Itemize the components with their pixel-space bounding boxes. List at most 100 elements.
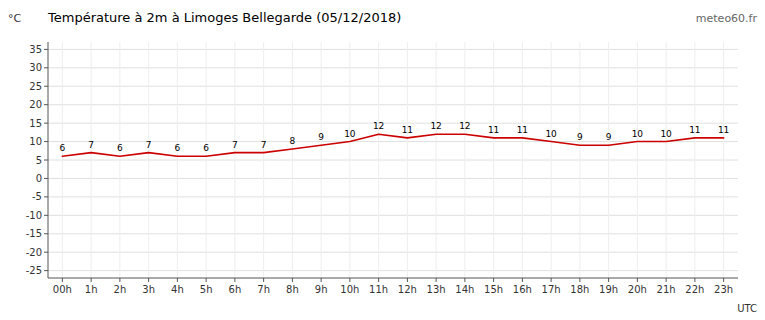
x-tick <box>349 278 350 282</box>
y-tick <box>44 215 48 216</box>
y-grid-line <box>48 252 738 253</box>
x-grid-line <box>321 42 322 278</box>
y-tick <box>44 252 48 253</box>
y-grid-line <box>48 49 738 50</box>
x-tick-label: 7h <box>257 284 270 295</box>
x-tick-label: 23h <box>714 284 733 295</box>
x-grid-line <box>177 42 178 278</box>
data-label: 10 <box>545 129 557 139</box>
data-label: 9 <box>606 132 612 142</box>
x-tick <box>119 278 120 282</box>
x-tick-label: 14h <box>455 284 474 295</box>
data-label: 12 <box>430 121 441 131</box>
title: Température à 2m à Limoges Bellegarde (0… <box>47 10 401 25</box>
watermark: meteo60.fr <box>696 12 758 25</box>
y-tick <box>44 160 48 161</box>
data-label: 6 <box>203 143 209 153</box>
data-label: 7 <box>232 140 238 150</box>
x-tick-label: 1h <box>85 284 98 295</box>
x-grid-line <box>349 42 350 278</box>
x-tick-label: 18h <box>570 284 589 295</box>
x-grid-line <box>493 42 494 278</box>
data-label: 6 <box>117 143 123 153</box>
y-grid-line <box>48 67 738 68</box>
x-tick <box>579 278 580 282</box>
x-tick-label: 00h <box>53 284 72 295</box>
x-grid-line <box>292 42 293 278</box>
data-label: 11 <box>718 125 729 135</box>
y-tick <box>44 104 48 105</box>
y-tick-label: 10 <box>29 136 42 147</box>
x-tick <box>436 278 437 282</box>
x-tick <box>206 278 207 282</box>
x-tick-label: 20h <box>628 284 647 295</box>
x-tick <box>551 278 552 282</box>
chart: -25-20-15-10-50510152025303500h1h2h3h4h5… <box>0 0 765 320</box>
data-label: 6 <box>60 143 66 153</box>
x-tick <box>694 278 695 282</box>
y-tick <box>44 49 48 50</box>
y-grid-line <box>48 160 738 161</box>
x-tick-label: 15h <box>484 284 503 295</box>
y-grid-line <box>48 178 738 179</box>
x-tick <box>177 278 178 282</box>
y-tick <box>44 67 48 68</box>
data-labels: 676766778910121112121111109910101111 <box>60 121 730 153</box>
x-tick-label: 8h <box>286 284 299 295</box>
x-tick-label: 2h <box>114 284 127 295</box>
x-tick <box>608 278 609 282</box>
y-tick <box>44 196 48 197</box>
data-label: 7 <box>88 140 94 150</box>
x-tick-label: 16h <box>513 284 532 295</box>
x-grid-line <box>234 42 235 278</box>
x-tick <box>292 278 293 282</box>
x-tick <box>407 278 408 282</box>
x-grid-line <box>91 42 92 278</box>
x-tick-label: 5h <box>200 284 213 295</box>
y-grid-line <box>48 270 738 271</box>
y-tick <box>44 86 48 87</box>
data-label: 7 <box>146 140 152 150</box>
data-label: 10 <box>660 129 672 139</box>
y-tick-label: 30 <box>29 62 42 73</box>
x-tick <box>91 278 92 282</box>
x-tick-label: 9h <box>315 284 328 295</box>
x-grid-line <box>522 42 523 278</box>
y-tick <box>44 178 48 179</box>
x-grid-line <box>666 42 667 278</box>
y-tick-label: 0 <box>36 173 42 184</box>
y-tick <box>44 233 48 234</box>
x-tick-label: 11h <box>369 284 388 295</box>
x-tick <box>263 278 264 282</box>
x-tick-label: 22h <box>685 284 704 295</box>
x-grid-line <box>608 42 609 278</box>
y-tick-label: -10 <box>26 210 42 221</box>
y-tick-label: -15 <box>26 228 42 239</box>
x-axis: 00h1h2h3h4h5h6h7h8h9h10h11h12h13h14h15h1… <box>53 278 733 295</box>
data-label: 12 <box>373 121 384 131</box>
x-axis-line <box>48 278 738 279</box>
x-grid-line <box>407 42 408 278</box>
y-tick <box>44 141 48 142</box>
y-tick-label: -20 <box>26 247 42 258</box>
x-tick-label: 21h <box>657 284 676 295</box>
x-grid-line <box>579 42 580 278</box>
y-tick-label: 35 <box>29 44 42 55</box>
x-tick <box>378 278 379 282</box>
data-label: 11 <box>488 125 499 135</box>
data-label: 10 <box>344 129 356 139</box>
data-label: 9 <box>577 132 583 142</box>
x-tick-label: 17h <box>542 284 561 295</box>
x-grid-line <box>62 42 63 278</box>
data-label: 9 <box>318 132 324 142</box>
y-grid-line <box>48 104 738 105</box>
x-tick <box>148 278 149 282</box>
x-grid-line <box>206 42 207 278</box>
y-tick-label: 5 <box>36 155 42 166</box>
x-tick-label: 6h <box>229 284 242 295</box>
x-tick-label: 4h <box>171 284 184 295</box>
data-label: 10 <box>632 129 644 139</box>
y-tick-label: -25 <box>26 265 42 276</box>
grid <box>48 42 738 278</box>
x-grid-line <box>436 42 437 278</box>
